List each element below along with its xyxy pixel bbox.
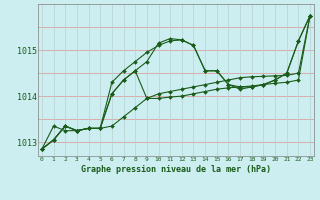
X-axis label: Graphe pression niveau de la mer (hPa): Graphe pression niveau de la mer (hPa) [81, 165, 271, 174]
